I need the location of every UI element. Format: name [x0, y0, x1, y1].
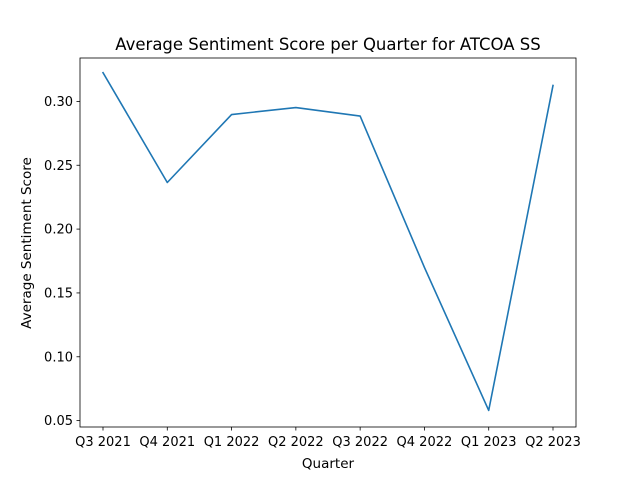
y-tick-label: 0.20 — [44, 223, 73, 238]
series-line — [101, 71, 554, 412]
y-axis-label: Average Sentiment Score — [19, 157, 35, 329]
x-tick-label: Q3 2022 — [332, 435, 388, 450]
x-tick-label: Q4 2022 — [397, 435, 453, 450]
x-tick-label: Q4 2021 — [139, 435, 195, 450]
y-tick-label: 0.30 — [44, 95, 73, 110]
x-axis-label: Quarter — [302, 456, 355, 472]
x-tick-label: Q3 2021 — [75, 435, 131, 450]
x-tick-label: Q2 2022 — [268, 435, 324, 450]
chart-title: Average Sentiment Score per Quarter for … — [115, 35, 540, 54]
x-tick-label: Q1 2023 — [461, 435, 517, 450]
y-tick-label: 0.10 — [44, 350, 73, 365]
y-tick-label: 0.15 — [44, 286, 73, 301]
plot-area: 0.05 0.10 0.15 0.20 0.25 0.30 Q3 2021 Q4 2021 Q1… — [44, 57, 581, 450]
y-tick-label: 0.25 — [44, 159, 73, 174]
x-tick-label: Q1 2022 — [204, 435, 260, 450]
y-tick-label: 0.05 — [44, 414, 73, 429]
axes-frame — [79, 57, 577, 428]
x-tick-label: Q2 2023 — [525, 435, 581, 450]
